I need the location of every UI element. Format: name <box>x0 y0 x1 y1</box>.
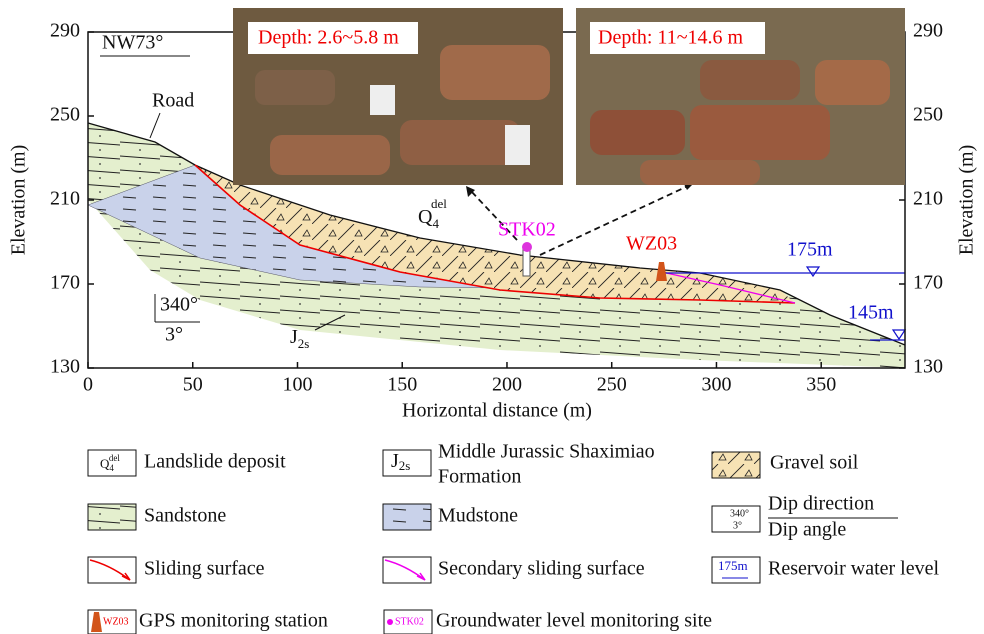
legend-label: Mudstone <box>438 505 518 527</box>
legend-label: Dip direction <box>768 493 874 515</box>
gps-marker <box>656 262 667 281</box>
diagram: 0 50 100 150 200 250 300 350 130 130 170 170 210 210 2… <box>0 0 984 634</box>
legend-label: Sandstone <box>144 505 226 527</box>
photo: Depth: 11~14.6 m <box>576 8 905 185</box>
legend-label: Secondary sliding surface <box>438 558 645 580</box>
legend-label: Dip angle <box>768 519 846 541</box>
legend-icon: STK02 <box>395 616 424 627</box>
legend-label: Formation <box>438 466 521 488</box>
legend: Q4del Landslide deposit J2s Middle Juras… <box>88 441 939 634</box>
orientation: NW73° <box>102 32 163 54</box>
x-tick-label: 200 <box>492 374 522 396</box>
legend-label: Sliding surface <box>144 558 265 580</box>
dip-angle: 3° <box>165 324 183 346</box>
legend-icon: 340° <box>730 508 749 519</box>
photo: Depth: 2.6~5.8 m <box>233 8 563 185</box>
x-tick-label: 100 <box>282 374 312 396</box>
deposit-label: Q4del <box>418 196 447 231</box>
y2-axis-label: Elevation (m) <box>956 145 978 256</box>
road-leader <box>150 113 160 138</box>
gps-label: WZ03 <box>626 233 677 255</box>
legend-label: GPS monitoring station <box>139 610 328 632</box>
y-tick-label: 130 <box>50 356 80 378</box>
borehole-marker <box>522 242 532 252</box>
x-tick-label: 150 <box>387 374 417 396</box>
y-tick-label: 170 <box>50 272 80 294</box>
water-low-label: 145m <box>848 302 894 324</box>
x-tick-label: 300 <box>701 374 731 396</box>
x-tick-label: 0 <box>83 374 93 396</box>
legend-icon: 3° <box>733 520 742 531</box>
photo-caption: Depth: 2.6~5.8 m <box>258 27 399 49</box>
photo-caption: Depth: 11~14.6 m <box>598 27 744 49</box>
legend-label: Groundwater level monitoring site <box>436 610 712 632</box>
y-tick-label: 290 <box>50 20 80 42</box>
legend-icon: 175m <box>718 558 748 573</box>
legend-label: Middle Jurassic Shaximiao <box>438 441 655 463</box>
borehole <box>523 248 530 276</box>
legend-icon: WZ03 <box>103 616 129 627</box>
legend-label: Reservoir water level <box>768 558 939 580</box>
y2-tick-label: 130 <box>913 356 943 378</box>
legend-label: Gravel soil <box>770 452 859 474</box>
x-axis-label: Horizontal distance (m) <box>402 400 592 422</box>
y-tick-label: 250 <box>50 104 80 126</box>
y2-tick-label: 210 <box>913 188 943 210</box>
x-tick-label: 50 <box>183 374 203 396</box>
x-tick-label: 350 <box>806 374 836 396</box>
water-high-label: 175m <box>787 239 833 261</box>
legend-label: Landslide deposit <box>144 451 286 473</box>
dip-direction: 340° <box>160 294 198 316</box>
y-tick-label: 210 <box>50 188 80 210</box>
borehole-label: STK02 <box>498 219 556 241</box>
y2-tick-label: 290 <box>913 20 943 42</box>
y-axis-label: Elevation (m) <box>8 145 30 256</box>
y2-tick-label: 250 <box>913 104 943 126</box>
y2-tick-label: 170 <box>913 272 943 294</box>
x-tick-label: 250 <box>597 374 627 396</box>
road-label: Road <box>152 90 194 112</box>
